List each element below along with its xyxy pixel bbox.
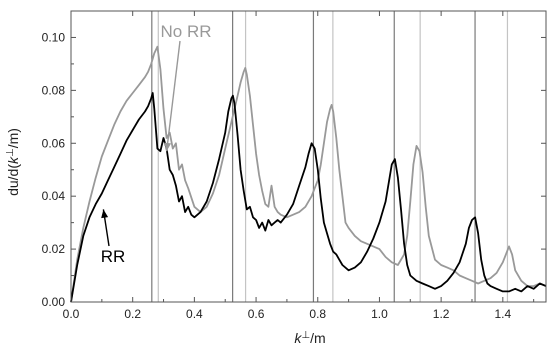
plot-frame xyxy=(70,10,547,303)
x-tick-label: 1.0 xyxy=(371,307,388,321)
y-tick-label: 0.04 xyxy=(42,189,66,203)
x-axis-label: k⊥/m xyxy=(294,330,325,346)
x-tick-label: 0.8 xyxy=(309,307,326,321)
x-tick-label: 0.2 xyxy=(124,307,141,321)
y-tick-label: 0.02 xyxy=(42,242,66,256)
y-tick-label: 0.00 xyxy=(42,295,66,309)
y-tick-label: 0.10 xyxy=(42,30,66,44)
ticks: 0.0 0.2 0.4 0.6 0.8 1.0 1.2 1.4 0.00 0.02 0.04 0.06… xyxy=(42,11,546,321)
series-layer xyxy=(70,45,547,303)
annotation-arrow xyxy=(165,40,181,152)
x-tick-label: 0.6 xyxy=(248,307,265,321)
y-tick-label: 0.06 xyxy=(42,136,66,150)
x-tick-label: 1.4 xyxy=(494,307,511,321)
annotation-arrowhead xyxy=(164,142,172,152)
annotation-arrowhead xyxy=(101,209,109,219)
x-tick-label: 1.2 xyxy=(433,307,450,321)
reference-lines xyxy=(151,11,509,302)
series-line-no-rr xyxy=(70,45,547,303)
annotations: No RR RR xyxy=(101,22,212,266)
annotation-no-rr: No RR xyxy=(160,22,211,41)
x-tick-label: 0.4 xyxy=(186,307,203,321)
y-axis-label: du/d(k⊥/m) xyxy=(5,128,21,196)
annotation-rr: RR xyxy=(101,247,126,266)
y-tick-label: 0.08 xyxy=(42,83,66,97)
x-tick-label: 0.0 xyxy=(63,307,80,321)
series-line-rr xyxy=(70,92,547,303)
